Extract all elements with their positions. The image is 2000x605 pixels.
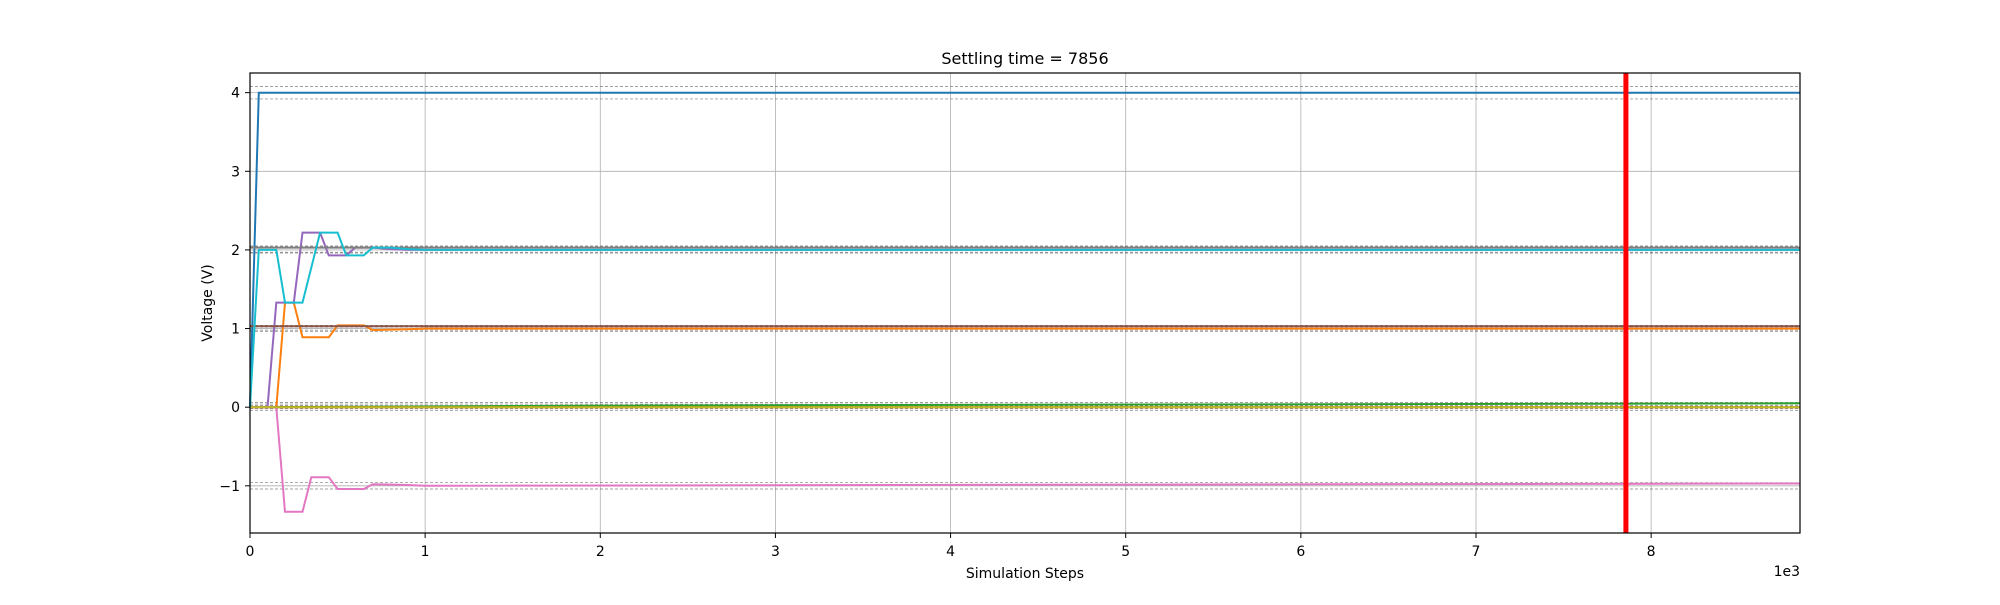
x-tick-label: 3: [771, 544, 780, 560]
x-tick-label: 8: [1647, 544, 1656, 560]
y-axis-label: Voltage (V): [200, 264, 216, 341]
y-tick-label: 2: [231, 243, 240, 259]
series-line: [250, 301, 1800, 409]
x-tick-label: 1: [421, 544, 430, 560]
chart-title: Settling time = 7856: [941, 49, 1108, 68]
series-line: [250, 406, 1801, 513]
x-tick-label: 2: [596, 544, 605, 560]
series-line: [249, 91, 1800, 408]
y-tick-label: 3: [231, 164, 240, 180]
x-axis-label: Simulation Steps: [966, 566, 1084, 582]
x-tick-label: 7: [1472, 544, 1481, 560]
y-tick-label: −1: [219, 479, 240, 495]
series-line: [249, 231, 1800, 408]
x-tick-label: 6: [1296, 544, 1305, 560]
x-tick-label: 0: [246, 544, 255, 560]
x-tick-label: 4: [946, 544, 955, 560]
y-tick-label: 0: [231, 400, 240, 416]
x-axis-multiplier: 1e3: [1774, 564, 1800, 580]
series-line: [250, 231, 1800, 409]
y-tick-label: 1: [231, 322, 240, 338]
y-tick-label: 4: [231, 86, 240, 102]
plot-frame: [249, 72, 1801, 534]
x-tick-label: 5: [1121, 544, 1130, 560]
